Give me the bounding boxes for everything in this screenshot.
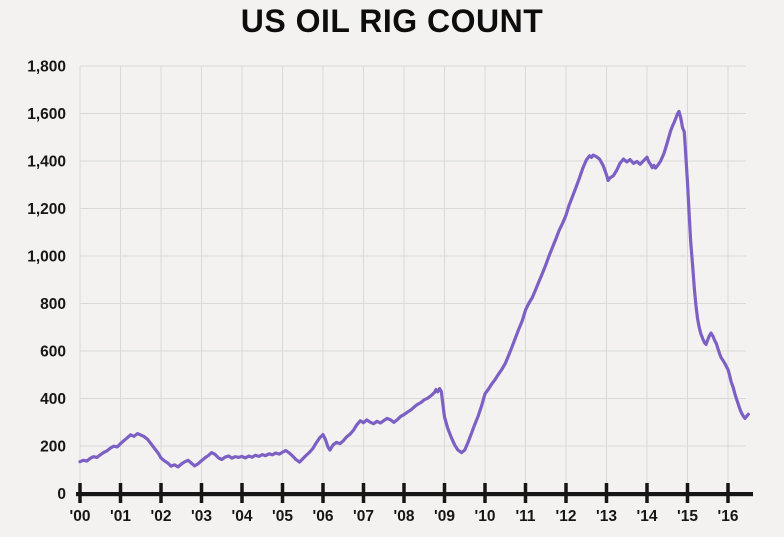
x-axis-tick	[685, 483, 690, 503]
x-tick-label: '15	[677, 508, 698, 525]
x-axis-tick	[726, 483, 730, 503]
x-axis-tick	[564, 483, 568, 503]
series-line	[78, 109, 750, 469]
x-axis-tick	[280, 483, 285, 503]
y-tick-label: 0	[57, 486, 66, 503]
x-tick-label: '06	[313, 508, 334, 525]
x-tick-label: '05	[272, 508, 293, 525]
x-axis-line	[76, 492, 753, 497]
y-tick-label: 1,400	[27, 154, 66, 171]
x-axis-tick	[361, 483, 366, 503]
x-tick-label: '14	[637, 508, 658, 525]
x-tick-label: '08	[394, 508, 415, 525]
x-axis-labels: '00 '01 '02 '03 '04 '05 '06 '07 '08 '09 '10 '11 '12 '…	[70, 508, 739, 525]
x-tick-label: '12	[556, 508, 577, 525]
y-tick-label: 200	[40, 439, 66, 456]
x-axis-tick	[118, 483, 123, 503]
x-axis	[76, 483, 753, 503]
x-axis-tick	[483, 483, 487, 503]
y-tick-label: 1,800	[27, 59, 66, 76]
y-tick-label: 600	[40, 344, 66, 361]
x-tick-label: '10	[475, 508, 496, 525]
y-tick-label: 800	[40, 296, 66, 313]
x-axis-tick	[240, 483, 244, 503]
x-tick-label: '01	[110, 508, 131, 525]
chart-title: US OIL RIG COUNT	[240, 3, 544, 39]
x-axis-tick	[442, 483, 447, 503]
x-axis-tick	[199, 483, 204, 503]
y-tick-label: 1,600	[27, 106, 66, 123]
rig-count-series	[78, 109, 750, 469]
x-tick-label: '04	[232, 508, 253, 525]
x-axis-tick	[321, 483, 325, 503]
x-axis-tick	[159, 483, 163, 503]
x-tick-label: '03	[191, 508, 212, 525]
y-tick-label: 1,000	[27, 249, 66, 266]
y-tick-label: 1,200	[27, 201, 66, 218]
x-axis-tick	[645, 483, 649, 503]
gridlines	[79, 65, 746, 494]
x-tick-label: '11	[515, 508, 535, 525]
x-axis-tick	[402, 483, 406, 503]
y-axis-labels: 0 200 400 600 800 1,000 1,200 1,400 1,600 1,800	[27, 59, 66, 504]
x-tick-label: '13	[596, 508, 617, 525]
x-tick-label: '16	[718, 508, 739, 525]
x-axis-tick	[78, 483, 82, 503]
y-tick-label: 400	[40, 391, 66, 408]
x-tick-label: '07	[353, 508, 374, 525]
x-axis-tick	[523, 483, 528, 503]
x-tick-label: '09	[434, 508, 455, 525]
x-axis-tick	[604, 483, 609, 503]
x-tick-label: '00	[70, 508, 91, 525]
x-tick-label: '02	[151, 508, 172, 525]
